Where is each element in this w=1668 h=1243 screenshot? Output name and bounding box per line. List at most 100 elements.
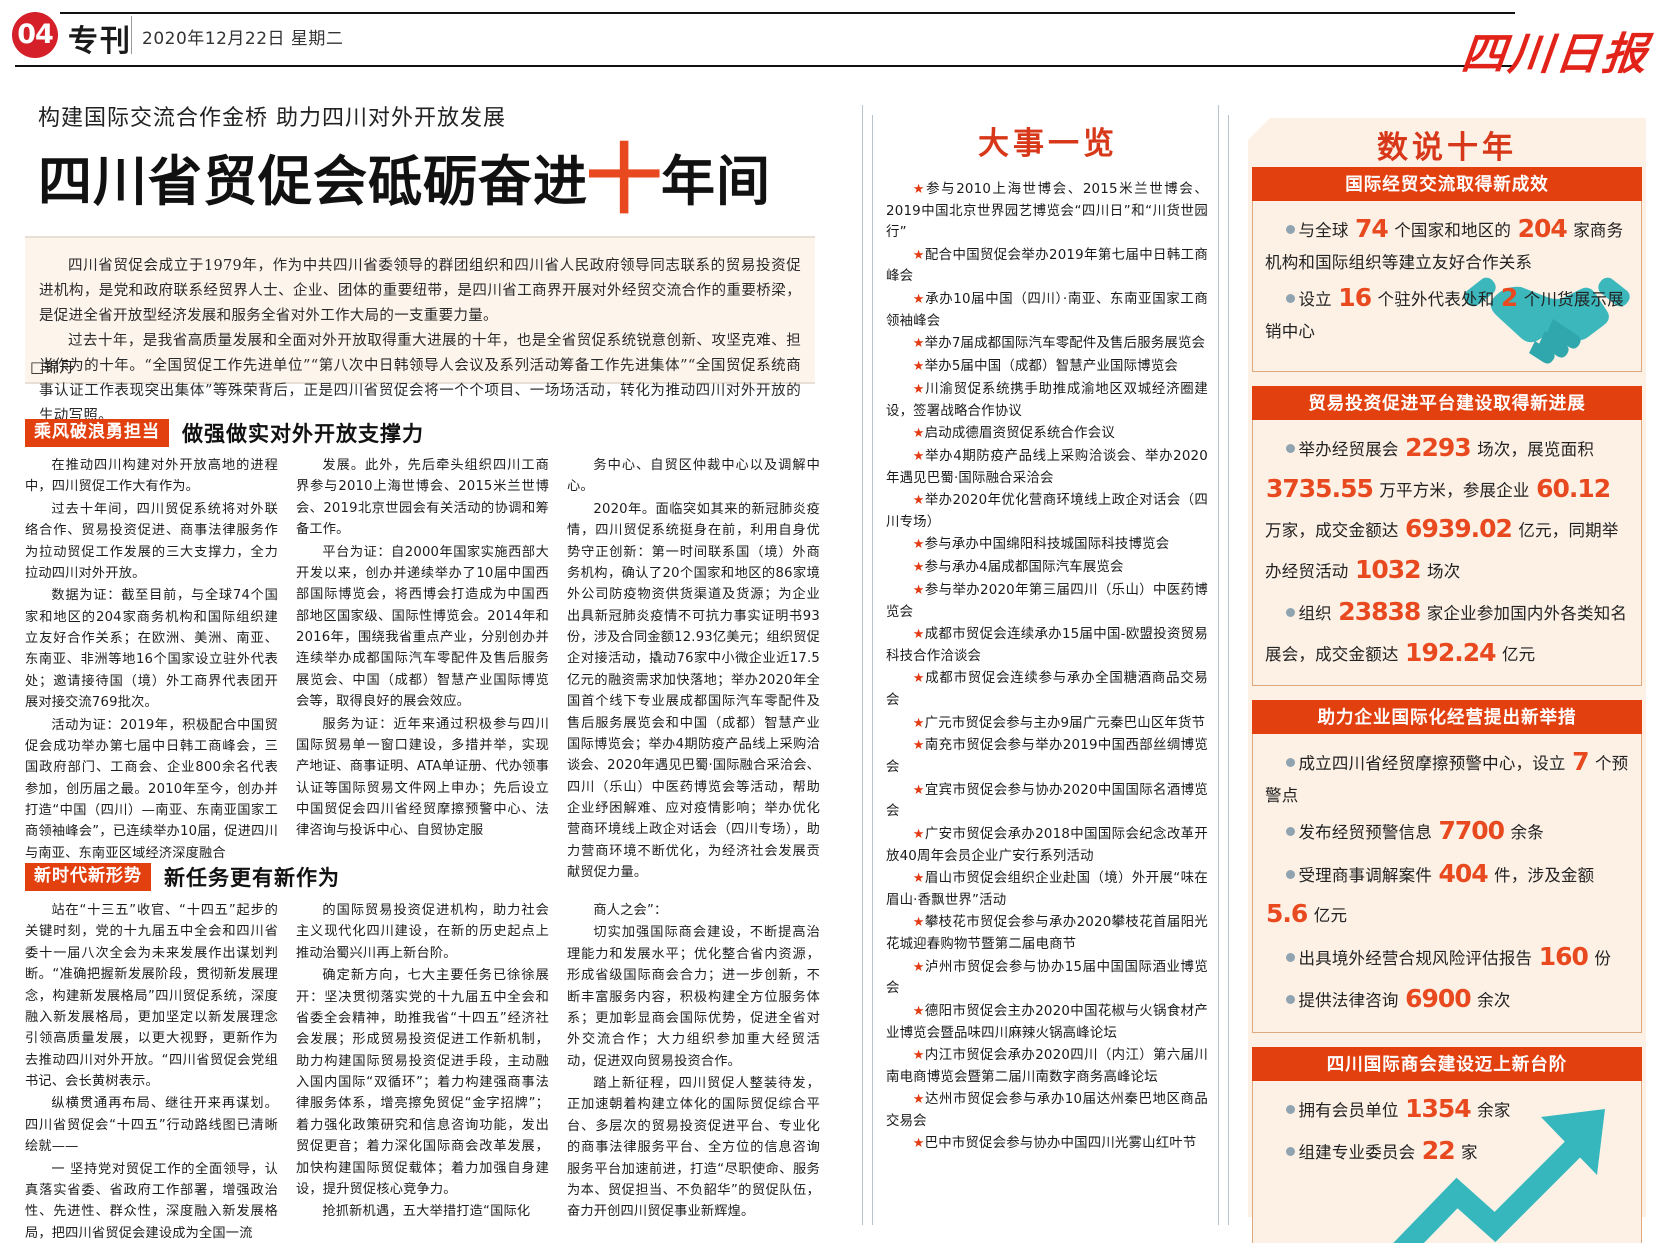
section-header-1: 乘风破浪勇担当 做强做实对外开放支撑力 xyxy=(25,418,424,448)
stat-item: 提供法律咨询 6900 余次 xyxy=(1265,979,1631,1020)
star-icon: ★ xyxy=(912,336,925,352)
event-list-item: ★成都市贸促会连续参与承办全国糖酒商品交易会 xyxy=(886,671,1208,709)
stat-card-body: 与全球 74 个国家和地区的 204 家商务机构和国际组织等建立友好合作关系 设立… xyxy=(1253,201,1641,345)
star-icon: ★ xyxy=(912,782,925,798)
stat-card-header: 贸易投资促进平台建设取得新进展 xyxy=(1252,386,1642,420)
star-icon: ★ xyxy=(912,671,926,687)
stat-text: 个预警点 xyxy=(1265,754,1629,805)
bullet-dot-icon xyxy=(1286,995,1296,1005)
stat-item: 发布经贸预警信息 7700 余条 xyxy=(1265,811,1631,852)
stat-card: 国际经贸交流取得新成效 与全球 74 个国家和地区的 204 家商务机构和国际组织… xyxy=(1252,167,1642,372)
stat-text: 个国家和地区的 xyxy=(1388,221,1517,240)
stats-panel: 数说十年 国际经贸交流取得新成效 与全球 74 个国家和地区的 204 家商务机构… xyxy=(1240,112,1652,1243)
masthead: 04 专刊 2020年12月22日 星期二 四川日报 xyxy=(0,0,1668,92)
stat-number: 192.24 xyxy=(1405,637,1496,667)
stat-card-body: 举办经贸展会 2293 场次，展览面积 3735.55 万平方米，参展企业 60… xyxy=(1253,420,1641,673)
star-icon: ★ xyxy=(912,959,926,975)
section-2-column-3: 商人之会”： 切实加强国际商会建设，不断提高治理能力和发展水平；优化整合省内资源… xyxy=(567,900,820,1243)
star-icon: ★ xyxy=(912,247,925,263)
stat-text: 组织 xyxy=(1298,604,1338,623)
stat-number: 60.12 xyxy=(1536,473,1611,503)
stat-card-header: 助力企业国际化经营提出新举措 xyxy=(1252,700,1642,734)
section-1-tag: 乘风破浪勇担当 xyxy=(25,419,169,447)
paragraph: 的国际贸易投资促进机构，助力社会主义现代化四川建设，在新的历史起点上推动治蜀兴川… xyxy=(296,903,549,961)
event-list-item: ★南充市贸促会参与举办2019中国西部丝绸博览会 xyxy=(886,738,1208,776)
paragraph: 2020年。面临突如其来的新冠肺炎疫情，四川贸促系统挺身在前，利用自身优势守正创… xyxy=(567,501,820,881)
stats-card-list: 国际经贸交流取得新成效 与全球 74 个国家和地区的 204 家商务机构和国际组织… xyxy=(1252,167,1642,1243)
event-list-item: ★配合中国贸促会举办2019年第七届中日韩工商峰会 xyxy=(886,247,1208,285)
events-panel-corner-fold xyxy=(880,112,914,146)
bullet-dot-icon xyxy=(1286,952,1296,962)
event-list-item: ★广安市贸促会承办2018中国国际会纪念改革开放40周年会员企业广安行系列活动 xyxy=(886,826,1208,864)
stat-number: 6939.02 xyxy=(1405,514,1513,543)
masthead-divider xyxy=(131,16,132,54)
stat-item: 设立 16 个驻外代表处和 2 个川货展示展销中心 xyxy=(1265,278,1631,345)
byline: □锦舟 xyxy=(30,358,75,376)
paragraph: 切实加强国际商会建设，不断提高治理能力和发展水平；优化整合省内资源，形成省级国际… xyxy=(567,925,820,1069)
masthead-rule-bottom xyxy=(15,65,1515,67)
event-list-item: ★举办7届成都国际汽车零配件及售后服务展览会 xyxy=(912,336,1206,352)
section-1-title: 做强做实对外开放支撑力 xyxy=(182,422,424,446)
section-2-columns: 站在“十三五”收官、“十四五”起步的关键时刻，党的十九届五中全会和四川省委十一届… xyxy=(25,900,820,1243)
star-icon: ★ xyxy=(912,738,925,754)
publication-date: 2020年12月22日 星期二 xyxy=(142,29,344,49)
section-2-title: 新任务更有新作为 xyxy=(164,866,340,890)
paragraph: 一 坚持党对贸促工作的全面领导，认真落实省委、省政府工作部署，增强政治性、先进性… xyxy=(25,1161,278,1241)
masthead-rule-top xyxy=(60,12,1515,14)
section-1-column-2: 发展。此外，先后牵头组织四川工商界参与2010上海世博会、2015米兰世博会、2… xyxy=(296,455,549,885)
stat-text: 个驻外代表处和 xyxy=(1372,290,1500,310)
star-icon: ★ xyxy=(912,493,925,508)
event-list-item: ★举办5届中国（成都）智慧产业国际博览会 xyxy=(912,358,1179,374)
stat-item: 组织 23838 家企业参加国内外各类知名展会，成交金额达 192.24 亿元 xyxy=(1265,592,1631,673)
event-list-item: ★广元市贸促会参与主办9届广元秦巴山区年货节 xyxy=(912,715,1206,731)
stat-item: 与全球 74 个国家和地区的 204 家商务机构和国际组织等建立友好合作关系 xyxy=(1265,209,1631,276)
paragraph: 踏上新征程，四川贸促人整装待发，正加速朝着构建立体化的国际贸促综合平台、多层次的… xyxy=(567,1076,820,1220)
column-separator-right-outer xyxy=(1218,105,1219,1225)
stat-text: 提供法律咨询 xyxy=(1298,991,1405,1011)
bullet-dot-icon xyxy=(1286,1147,1296,1157)
event-list-item: ★宜宾市贸促会参与协办2020中国国际名酒博览会 xyxy=(886,782,1208,820)
stats-panel-title: 数说十年 xyxy=(1377,130,1517,166)
stat-text: 受理商事调解案件 xyxy=(1298,865,1438,885)
paragraph: 平台为证：自2000年国家实施西部大开发以来，创办并递续举办了10届中国西部国际… xyxy=(296,544,549,710)
column-separator-left-inner xyxy=(872,115,873,1225)
star-icon: ★ xyxy=(912,560,925,576)
stat-number: 404 xyxy=(1438,858,1488,888)
bullet-dot-icon xyxy=(1286,758,1296,767)
star-icon: ★ xyxy=(912,1047,925,1063)
paragraph: 纵横贯通再布局、继往开来再谋划。四川省贸促会“十四五”行动路线图已清晰绘就—— xyxy=(25,1096,278,1155)
star-icon: ★ xyxy=(912,291,926,307)
stat-text: 余次 xyxy=(1471,991,1511,1011)
stat-card-body: 成立四川省经贸摩擦预警中心，设立 7 个预警点 发布经贸预警信息 7700 余条受… xyxy=(1253,734,1641,1020)
stat-number: 2293 xyxy=(1405,433,1472,462)
stat-number: 7700 xyxy=(1438,816,1505,846)
paragraph: 过去十年间，四川贸促系统将对外联络合作、贸易投资促进、商事法律服务作为拉动贸促工… xyxy=(25,501,278,581)
star-icon: ★ xyxy=(912,1003,925,1019)
event-list-item: ★攀枝花市贸促会参与承办2020攀枝花首届阳光花城迎春购物节暨第二届电商节 xyxy=(886,915,1208,953)
stat-text: 件，涉及金额 xyxy=(1488,865,1595,885)
lead-paragraph-1: 四川省贸促会成立于1979年，作为中共四川省委领导的群团组织和四川省人民政府领导… xyxy=(39,258,801,324)
headline-part-2: 年间 xyxy=(661,150,771,213)
section-label: 专刊 xyxy=(68,24,132,59)
event-list-item: ★参与承办中国绵阳科技城国际科技博览会 xyxy=(912,537,1170,553)
stat-number: 6900 xyxy=(1405,984,1472,1014)
bullet-dot-icon xyxy=(1286,608,1296,617)
stat-number: 1354 xyxy=(1405,1093,1472,1123)
star-icon: ★ xyxy=(912,182,927,197)
paragraph: 站在“十三五”收官、“十四五”起步的关键时刻，党的十九届五中全会和四川省委十一届… xyxy=(25,903,278,1089)
stat-text: 万家，成交金额达 xyxy=(1265,521,1405,540)
stat-number: 1032 xyxy=(1354,554,1422,584)
star-icon: ★ xyxy=(912,871,925,887)
paragraph: 在推动四川构建对外开放高地的进程中，四川贸促工作大有作为。 xyxy=(25,458,278,495)
event-list-item: ★巴中市贸促会参与协办中国四川光雾山红叶节 xyxy=(912,1136,1197,1152)
events-panel: 大事一览 ★参与2010上海世博会、2015米兰世博会、2019中国北京世界园艺… xyxy=(880,112,1216,1227)
stat-item: 出具境外经营合规风险评估报告 160 份 xyxy=(1265,937,1631,978)
stat-number: 22 xyxy=(1421,1136,1456,1166)
event-list-item: ★德阳市贸促会主办2020中国花椒与火锅食材产业博览会暨品味四川麻辣火锅高峰论坛 xyxy=(886,1003,1208,1041)
stat-text: 家企业参加国内外各类知名展会，成交金额达 xyxy=(1265,604,1628,664)
event-list-item: ★参与举办2020年第三届四川（乐山）中医药博览会 xyxy=(886,582,1208,620)
event-list-item: ★启动成德眉资贸促系统合作会议 xyxy=(912,425,1115,441)
stat-number: 3735.55 xyxy=(1266,473,1374,503)
star-icon: ★ xyxy=(912,826,925,842)
